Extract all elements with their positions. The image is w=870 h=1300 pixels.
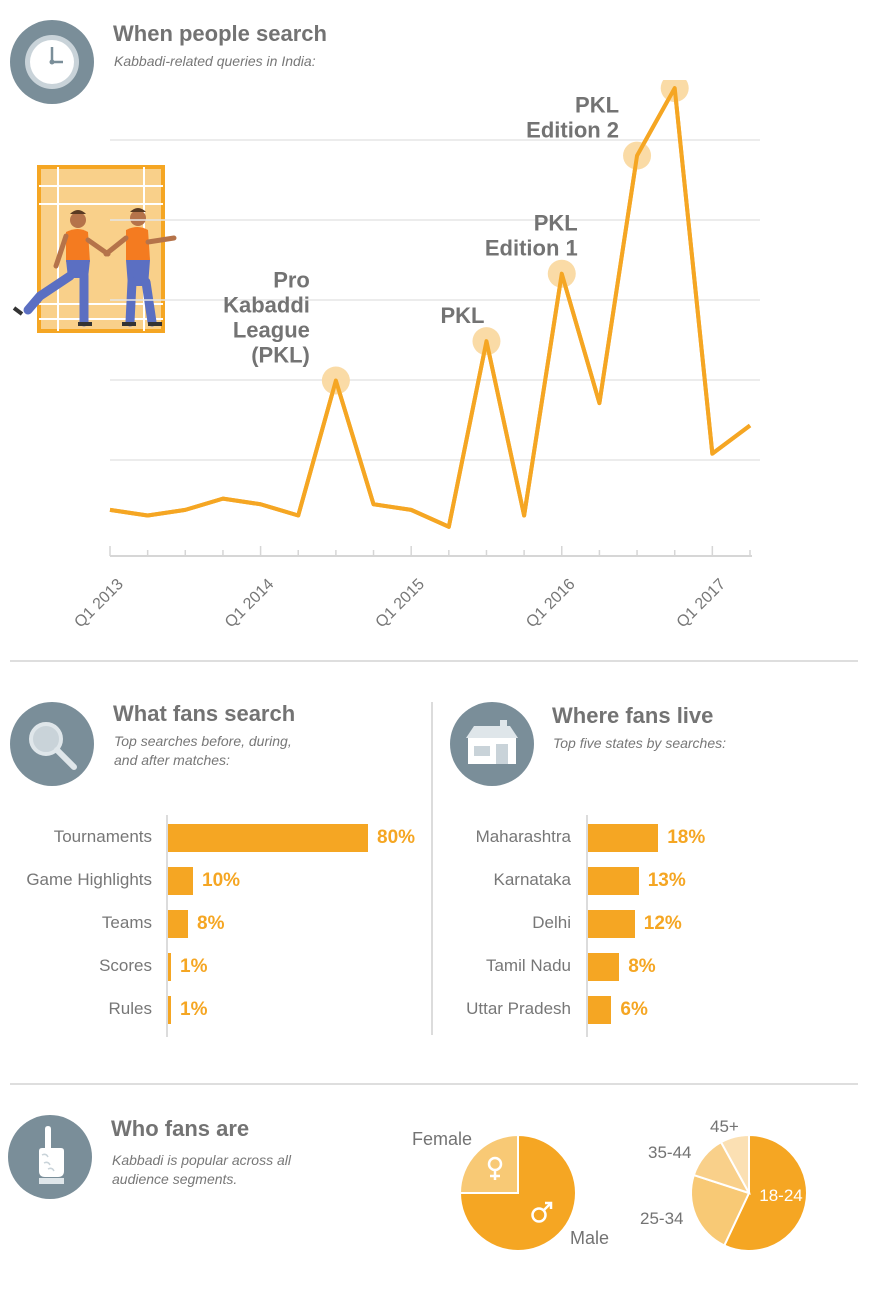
section-divider-1 [10,660,858,662]
male-symbol-ring [531,1207,547,1223]
bar-value-label: 8% [628,956,656,977]
annotation-label: Edition 2 [526,118,619,143]
clock-icon [25,35,79,89]
bar-value-label: 1% [180,999,208,1020]
foam-finger-icon [39,1126,64,1184]
bar-axis-what [166,815,168,1037]
bar [168,824,368,852]
series-line-top [109,86,752,529]
x-tick-label: Q1 2015 [373,576,428,631]
section-divider-2 [10,1083,858,1085]
section-title-what: What fans search [113,701,296,726]
section-subtitle-who-2: audience segments. [112,1171,238,1187]
pie-label-45plus: 45+ [710,1117,739,1136]
age-pie-slice [722,1133,808,1252]
annotation-label: Edition 1 [485,236,578,261]
pie-label-female: Female [412,1129,472,1149]
x-tick-label: Q1 2014 [222,576,277,631]
section-title-where: Where fans live [552,703,714,728]
annotation-label: Pro [273,268,310,293]
kabaddi-players-illustration [12,165,177,333]
bar [588,867,639,895]
search-icon [29,722,77,770]
pie-label-18-24: 18-24 [759,1186,802,1205]
pie-label-35-44: 35-44 [648,1143,691,1162]
age-pie-slice [719,1133,750,1194]
annotation-label: PKL [534,211,578,236]
bar-value-label: 6% [620,999,648,1020]
series-line [109,86,752,529]
search-icon-circle [10,702,94,786]
bar [168,953,171,981]
house-icon-circle [450,702,534,786]
pie-label-25-34: 25-34 [640,1209,683,1228]
bar [588,910,635,938]
bar [588,996,612,1024]
section-subtitle-where: Top five states by searches: [553,735,727,751]
male-symbol-arrow [545,1201,553,1209]
pie-charts: Female Male 18-24 25-34 35-44 45+ [412,1117,808,1252]
bar-axis-where [586,815,588,1037]
section-subtitle-who-1: Kabbadi is popular across all [112,1152,291,1168]
bar-value-label: 80% [377,827,416,848]
pie-label-male: Male [570,1228,609,1248]
house-icon [466,720,518,764]
section-subtitle-what-2: and after matches: [114,752,230,768]
bar-category-label: Rules [108,999,152,1018]
x-tick-label: Q1 2013 [71,576,126,631]
x-tick-label: Q1 2017 [674,576,729,631]
age-pie-slice [690,1173,751,1247]
annotation-label: PKL [440,303,484,328]
clock-icon-circle [10,20,94,104]
annotation-label: PKL [575,93,619,118]
bar-category-label: Tamil Nadu [485,956,571,975]
bar-value-label: 1% [180,956,208,977]
bar-value-label: 18% [667,827,706,848]
bar [168,910,188,938]
section-title-when: When people search [113,21,327,46]
foam-finger-icon-circle [8,1115,92,1199]
bar-category-label: Teams [101,913,152,932]
annotation-label: Kabaddi [223,293,310,318]
bar-category-label: Uttar Pradesh [466,999,571,1018]
bar-category-label: Game Highlights [26,870,152,889]
bar-value-label: 12% [643,913,682,934]
section-column-divider [431,702,433,1035]
line-chart: Q1 2013 Q1 2014 Q1 2015 Q1 2016 Q1 2017 ProKa… [71,80,760,631]
bar-value-label: 8% [197,913,225,934]
bar-category-label: Delhi [532,913,571,932]
bar-value-label: 13% [647,870,686,891]
bar-value-label: 10% [202,870,241,891]
bar-category-label: Maharashtra [475,827,571,846]
annotation-label: (PKL) [251,343,310,368]
bar [588,824,659,852]
bar [588,953,620,981]
bar-category-label: Scores [99,956,152,975]
male-symbol-icon [531,1201,553,1223]
bar-category-label: Tournaments [53,827,152,846]
annotation-label: League [233,318,310,343]
gender-pie-slice [458,1133,577,1252]
section-subtitle-when: Kabbadi-related queries in India: [114,53,316,69]
bar [168,867,193,895]
bar-category-label: Karnataka [493,870,572,889]
section-title-who: Who fans are [111,1116,250,1141]
female-symbol-icon [487,1156,503,1180]
x-tick-label: Q1 2016 [523,576,578,631]
bar [168,996,171,1024]
section-subtitle-what-1: Top searches before, during, [114,733,292,749]
